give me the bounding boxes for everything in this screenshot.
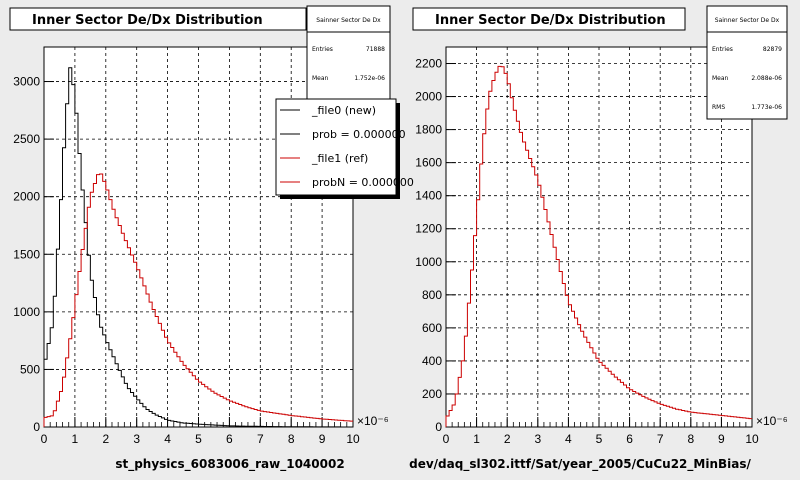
y-tick-label: 600: [422, 321, 442, 335]
x-tick-label: 9: [319, 432, 326, 446]
y-tick-label: 0: [435, 420, 442, 434]
chart-title: Inner Sector De/Dx Distribution: [32, 13, 263, 28]
y-tick-label: 2200: [415, 57, 442, 71]
stats-value: 1.752e-06: [354, 75, 385, 82]
x-tick-label: 1: [72, 432, 79, 446]
x-tick-label: 5: [195, 432, 202, 446]
stats-box: [706, 5, 788, 120]
stats-title: Sainner Sector De Dx: [715, 17, 780, 24]
stats-box: [306, 5, 391, 100]
x-tick-label: 7: [257, 432, 264, 446]
y-tick-label: 3000: [13, 75, 40, 89]
stats-label: Mean: [312, 75, 329, 82]
y-tick-label: 2000: [13, 190, 40, 204]
x-tick-label: 8: [288, 432, 295, 446]
chart-panel-2: 0 1 2 3 4 5 6 7 8 9 10 0 200 400 600 800 1000 1200 1400 160…: [409, 5, 788, 472]
x-tick-label: 6: [626, 432, 633, 446]
x-tick-label: 4: [565, 432, 572, 446]
x-tick-label: 10: [745, 432, 759, 446]
x-tick-label: 8: [687, 432, 694, 446]
x-tick-label: 7: [657, 432, 664, 446]
chart-panel-1: 0 1 2 3 4 5 6 7 8 9 10 0 500 1000 1500 2000 2500 3000 ×10⁻…: [9, 5, 414, 472]
x-axis-label: dev/daq_sl302.ittf/Sat/year_2005/CuCu22_…: [409, 457, 751, 472]
x-tick-label: 3: [133, 432, 140, 446]
x-tick-label: 0: [41, 432, 48, 446]
histogram-series-1: [43, 67, 353, 428]
x-tick-label: 4: [164, 432, 171, 446]
stats-value: 71888: [366, 46, 385, 53]
y-tick-label: 1800: [415, 123, 442, 137]
stats-title: Sainner Sector De Dx: [316, 17, 381, 24]
y-tick-label: 400: [422, 354, 442, 368]
x-tick-label: 0: [443, 432, 450, 446]
x-tick-label: 1: [473, 432, 480, 446]
stats-label: RMS: [712, 104, 725, 111]
y-tick-label: 200: [422, 387, 442, 401]
y-tick-label: 1500: [13, 247, 40, 261]
x-tick-label: 5: [596, 432, 603, 446]
y-tick-label: 2500: [13, 132, 40, 146]
x-tick-label: 2: [102, 432, 109, 446]
y-tick-label: 1600: [415, 156, 442, 170]
stats-label: Mean: [712, 75, 729, 82]
y-tick-label: 0: [33, 420, 40, 434]
x-tick-label: 3: [534, 432, 541, 446]
x-exponent-label: ×10⁻⁶: [756, 414, 788, 428]
legend-entry: _file1 (ref): [311, 152, 368, 165]
x-tick-label: 9: [718, 432, 725, 446]
legend-entry: probN = 0.000000: [312, 176, 414, 189]
x-exponent-label: ×10⁻⁶: [357, 414, 389, 428]
stats-value: 1.773e-06: [751, 104, 782, 111]
y-tick-label: 500: [20, 362, 40, 376]
y-tick-label: 2000: [415, 90, 442, 104]
x-tick-label: 6: [226, 432, 233, 446]
y-tick-label: 1000: [415, 255, 442, 269]
histogram-series-2: [43, 173, 353, 427]
histogram-series-1: [445, 65, 752, 427]
legend-box: [275, 98, 397, 196]
legend-entry: _file0 (new): [311, 104, 376, 117]
y-tick-label: 1000: [13, 305, 40, 319]
stats-value: 2.088e-06: [751, 75, 782, 82]
x-axis-label: st_physics_6083006_raw_1040002: [115, 457, 344, 472]
stats-label: Entries: [712, 46, 733, 53]
x-tick-label: 10: [346, 432, 360, 446]
plot-frame: [445, 46, 753, 428]
stats-label: Entries: [312, 46, 333, 53]
y-tick-label: 1200: [415, 222, 442, 236]
x-tick-label: 2: [504, 432, 511, 446]
chart-title: Inner Sector De/Dx Distribution: [435, 13, 666, 28]
title-box: [412, 7, 686, 31]
stats-value: 82879: [763, 46, 782, 53]
title-box: [9, 7, 307, 31]
y-tick-label: 800: [422, 288, 442, 302]
y-tick-label: 1400: [415, 189, 442, 203]
legend-entry: prob = 0.000000: [312, 128, 406, 141]
